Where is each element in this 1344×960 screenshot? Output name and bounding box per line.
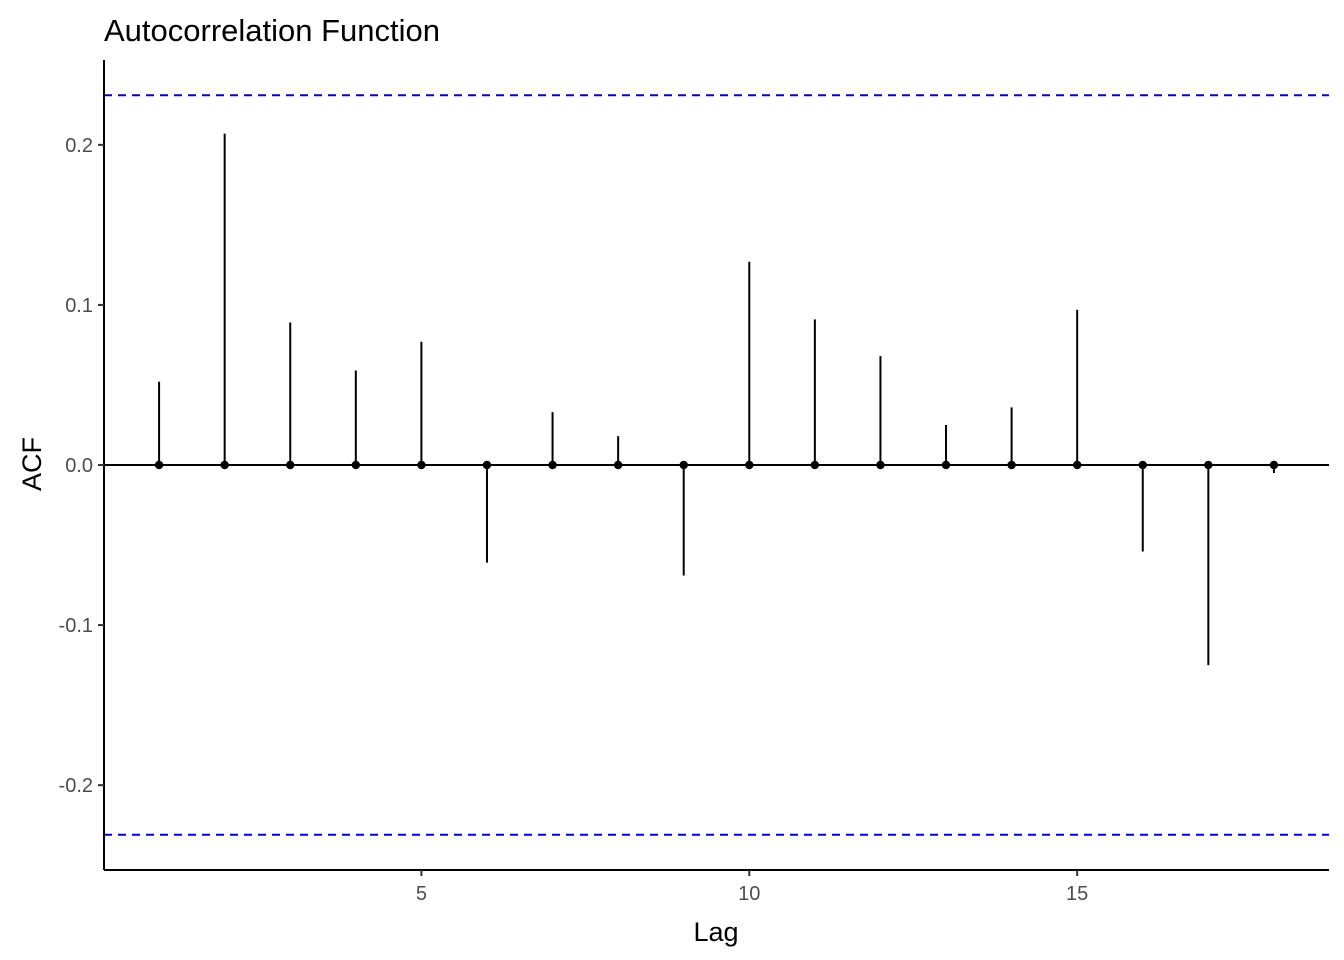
acf-point-lag-2 bbox=[220, 460, 229, 470]
chart-title: Autocorrelation Function bbox=[104, 13, 440, 48]
x-axis-title: Lag bbox=[693, 917, 738, 947]
y-axis-ticks: -0.2 -0.1 0.0 0.1 0.2 bbox=[59, 135, 104, 797]
x-tick-label: 15 bbox=[1066, 883, 1088, 905]
x-axis-ticks: 5 10 15 bbox=[416, 870, 1088, 905]
acf-point-lag-6 bbox=[482, 460, 492, 470]
y-tick-label: 0.2 bbox=[65, 135, 93, 157]
acf-point-lag-11 bbox=[810, 460, 820, 470]
acf-point-lag-1 bbox=[154, 460, 164, 470]
acf-point-lag-8 bbox=[613, 460, 623, 470]
acf-point-lag-15 bbox=[1072, 460, 1082, 470]
y-tick-label: -0.2 bbox=[59, 775, 93, 797]
acf-point-lag-4 bbox=[351, 460, 361, 470]
acf-point-lag-10 bbox=[745, 460, 754, 470]
acf-point-lag-17 bbox=[1204, 460, 1213, 470]
acf-point-lag-14 bbox=[1007, 460, 1016, 470]
y-tick-label: -0.1 bbox=[59, 615, 93, 637]
acf-point-lag-13 bbox=[941, 460, 951, 470]
acf-point-lag-16 bbox=[1138, 460, 1147, 470]
x-tick-label: 10 bbox=[738, 883, 760, 905]
acf-point-lag-18 bbox=[1269, 460, 1279, 470]
acf-point-lag-3 bbox=[286, 460, 295, 470]
y-tick-label: 0.0 bbox=[65, 455, 93, 477]
acf-point-lag-9 bbox=[679, 460, 688, 470]
acf-point-lag-5 bbox=[417, 460, 426, 470]
acf-stems bbox=[158, 133, 1275, 666]
x-tick-label: 5 bbox=[416, 883, 427, 905]
y-axis-title: ACF bbox=[17, 437, 47, 491]
acf-points bbox=[154, 460, 1279, 470]
acf-point-lag-7 bbox=[548, 460, 557, 470]
y-tick-label: 0.1 bbox=[65, 295, 93, 317]
acf-point-lag-12 bbox=[876, 460, 885, 470]
